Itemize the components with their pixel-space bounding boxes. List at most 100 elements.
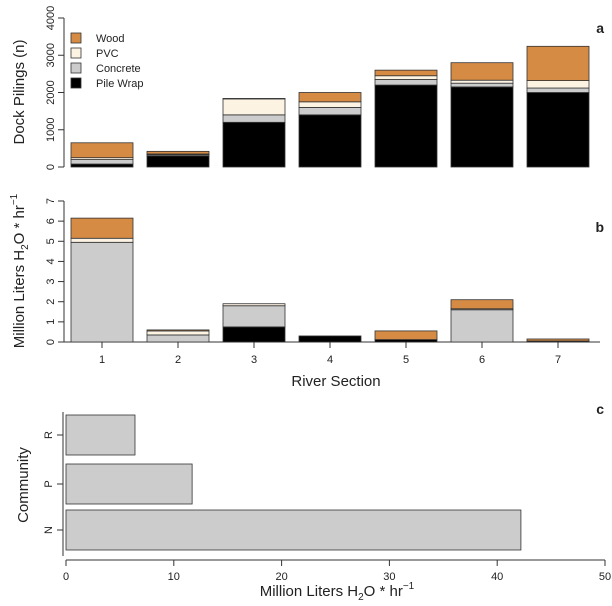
panel-a: a 0 1000 2000 3000 4000 Dock Pilings (n) Woo… — [11, 6, 604, 170]
panel-b-ylabel-sup: −1 — [9, 193, 20, 205]
panel-a-y-ticks: 0 1000 2000 3000 4000 — [45, 6, 64, 170]
x-tick-label: 20 — [275, 571, 287, 583]
panel-a-y-axis-title: Dock Pilings (n) — [11, 39, 28, 144]
bar-concrete-section-3 — [222, 305, 286, 328]
y-tick-label: 3 — [45, 279, 57, 285]
bar-concrete-section-6 — [450, 82, 514, 88]
panel-b-ylabel-sub: 2 — [20, 244, 31, 250]
legend-item-concrete: Concrete — [70, 62, 141, 75]
panel-b-ylabel-main: Million Liters H — [11, 250, 28, 348]
bar-pvc-section-7 — [526, 80, 590, 89]
bar-concrete-section-3 — [222, 114, 286, 123]
panel-c-y-axis-title: Community — [15, 447, 32, 523]
bar-pile-wrap-section-4 — [298, 114, 362, 168]
y-tick-label: 3000 — [45, 43, 57, 67]
y-tick-label: 6 — [45, 218, 57, 224]
legend-swatch-pvc — [70, 47, 82, 59]
y-tick-label: 1 — [45, 319, 57, 325]
bar-pile-wrap-section-7 — [526, 92, 590, 168]
y-tick-label: 2 — [45, 299, 57, 305]
bar-wood-section-1 — [70, 217, 134, 239]
bar-pile-wrap-section-3 — [222, 121, 286, 168]
legend-swatch-pile-wrap — [70, 77, 82, 89]
legend-label-concrete: Concrete — [96, 63, 141, 75]
panel-c-xlabel-mid: O * hr — [364, 583, 403, 600]
bar-pvc-section-3 — [222, 303, 286, 307]
bar-pvc-section-5 — [374, 75, 438, 80]
bar-pvc-section-3 — [222, 98, 286, 116]
panel-c-x-ticks: 0 10 20 30 40 50 — [63, 560, 611, 583]
y-tick-label: 7 — [45, 198, 57, 204]
panel-b-y-axis-title: Million Liters H2O * hr−1 — [9, 193, 31, 348]
bar-wood-section-1 — [70, 142, 134, 159]
bar-wood-section-5 — [374, 69, 438, 77]
y-tick-label: 2000 — [45, 80, 57, 104]
x-tick-label: 6 — [479, 354, 485, 366]
y-tick-label: P — [43, 480, 55, 487]
y-tick-label: 0 — [45, 339, 57, 345]
bar-pile-wrap-section-5 — [374, 84, 438, 168]
bar-pvc-section-4 — [298, 101, 362, 108]
bar-pile-wrap-section-4 — [298, 335, 362, 343]
panel-c: c N P R 0 10 20 30 40 50 Community Million Lite… — [15, 401, 611, 603]
panel-c-xlabel-sup: −1 — [403, 581, 415, 592]
legend-swatch-concrete — [70, 62, 82, 74]
bar-pvc-section-6 — [450, 79, 514, 84]
x-tick-label: 40 — [491, 571, 503, 583]
bar-pile-wrap-section-1 — [70, 163, 134, 168]
bar-concrete-section-1 — [70, 159, 134, 165]
bar-concrete-section-1 — [70, 241, 134, 343]
bar-pvc-section-1 — [70, 237, 134, 243]
bar-wood-section-7 — [526, 338, 590, 342]
bar-community-R — [65, 414, 136, 456]
bar-wood-section-6 — [450, 299, 514, 310]
y-tick-label: 1000 — [45, 118, 57, 142]
bar-concrete-section-5 — [374, 79, 438, 86]
x-tick-label: 0 — [63, 571, 69, 583]
panel-c-y-ticks: N P R — [43, 431, 63, 534]
legend-item-pvc: PVC — [70, 47, 119, 60]
x-tick-label: 7 — [555, 354, 561, 366]
bar-wood-section-4 — [298, 92, 362, 103]
legend-item-wood: Wood — [70, 32, 125, 45]
panel-b-letter: b — [595, 219, 604, 235]
y-tick-label: 4 — [45, 258, 57, 264]
x-tick-label: 50 — [599, 571, 611, 583]
x-tick-label: 3 — [251, 354, 257, 366]
y-tick-label: 5 — [45, 238, 57, 244]
panel-c-bars — [65, 414, 522, 551]
bar-wood-section-5 — [374, 330, 438, 340]
y-tick-label: N — [43, 526, 55, 534]
bar-pile-wrap-section-3 — [222, 326, 286, 343]
legend-label-pile-wrap: Pile Wrap — [96, 78, 143, 90]
x-tick-label: 10 — [168, 571, 180, 583]
bar-pile-wrap-section-2 — [146, 155, 210, 168]
bar-concrete-section-7 — [526, 87, 590, 93]
bar-pile-wrap-section-6 — [450, 86, 514, 168]
bar-wood-section-2 — [146, 329, 210, 332]
bar-wood-section-2 — [146, 150, 210, 155]
y-tick-label: 4000 — [45, 6, 57, 30]
bar-pvc-section-2 — [146, 330, 210, 336]
x-tick-label: 1 — [99, 354, 105, 366]
bar-concrete-section-4 — [298, 107, 362, 116]
panel-c-xlabel-main: Million Liters H — [260, 583, 358, 600]
bar-concrete-section-2 — [146, 334, 210, 343]
panel-b-x-ticks: 1 2 3 4 5 6 7 — [99, 342, 561, 366]
bar-community-P — [65, 463, 193, 505]
bar-concrete-section-6 — [450, 309, 514, 343]
panel-b-bars — [70, 217, 590, 343]
panel-a-letter: a — [596, 20, 604, 36]
bar-community-N — [65, 509, 522, 551]
panel-b-x-axis-title: River Section — [291, 373, 380, 390]
y-tick-label: 0 — [45, 164, 57, 170]
panel-b-ylabel-mid: O * hr — [11, 205, 28, 244]
x-tick-label: 2 — [175, 354, 181, 366]
legend-label-wood: Wood — [96, 33, 125, 45]
panel-a-legend: Wood PVC Concrete Pile Wrap — [70, 32, 143, 90]
y-tick-label: R — [43, 431, 55, 439]
bar-wood-section-7 — [526, 45, 590, 81]
legend-label-pvc: PVC — [96, 48, 119, 60]
legend-item-pile-wrap: Pile Wrap — [70, 77, 143, 90]
